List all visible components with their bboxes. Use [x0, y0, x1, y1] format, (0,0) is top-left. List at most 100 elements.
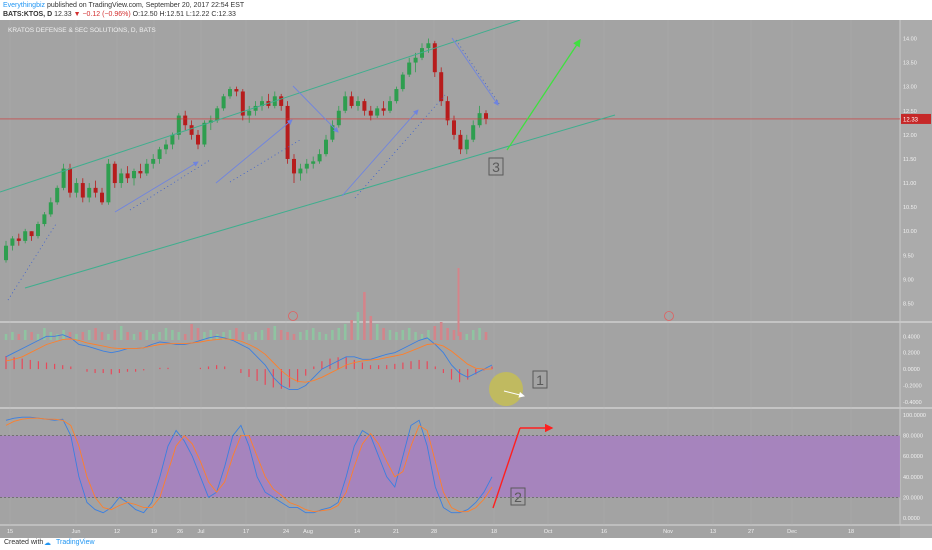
- candle-body: [196, 134, 200, 145]
- volume-bar: [17, 334, 21, 340]
- volume-bar: [407, 328, 411, 340]
- time-tick-label: 21: [393, 529, 399, 535]
- tradingview-link[interactable]: TradingView: [56, 539, 95, 546]
- chart-area[interactable]: 14.00 13.50 13.00 12.50 12.00 11.50 11.00 10.50…: [0, 20, 932, 540]
- label-2-frame: [510, 487, 526, 506]
- volume-bar: [273, 326, 277, 340]
- volume-bar: [254, 332, 257, 340]
- volume-bar: [478, 328, 481, 340]
- time-tick-label: 14: [354, 529, 360, 535]
- candle-body: [215, 108, 220, 121]
- candle-body: [234, 89, 239, 92]
- volume-bar: [183, 334, 187, 340]
- candle-body: [484, 113, 488, 119]
- trend-arrow-blue: [114, 161, 199, 213]
- annotation-2-box[interactable]: 2: [510, 487, 526, 506]
- volume-bars: [4, 268, 488, 340]
- price-tick-label: 12.00: [903, 133, 917, 139]
- candle-body: [426, 43, 431, 49]
- candle-body: [413, 57, 418, 63]
- candle-body: [330, 125, 335, 140]
- volume-bar: [177, 332, 181, 340]
- candle-body: [298, 168, 303, 174]
- volume-bar: [452, 330, 456, 340]
- candle-body: [356, 101, 360, 106]
- volume-bar: [247, 334, 251, 340]
- volume-bar: [299, 332, 302, 340]
- candle-body: [23, 231, 28, 241]
- trend-arrow-blue: [341, 109, 419, 197]
- candle-body: [400, 74, 405, 90]
- candle-body: [311, 161, 316, 164]
- volume-bar: [139, 332, 142, 340]
- price-tick-label: 13.00: [903, 85, 917, 91]
- price-tick-label: 11.50: [903, 157, 916, 163]
- time-tick-label: 16: [601, 529, 607, 535]
- price-tick-label: 12.50: [903, 109, 917, 115]
- macd-tick-label: 0.2000: [903, 351, 920, 357]
- candle-body: [100, 192, 104, 203]
- label-1-text: 1: [536, 372, 544, 388]
- macd-tick-label: 0.0000: [903, 367, 920, 373]
- time-tick-label: 18: [491, 529, 497, 535]
- high-label: H:: [159, 11, 167, 18]
- event-marker: [288, 311, 298, 321]
- volume-bar: [286, 332, 289, 340]
- candle-body: [176, 115, 181, 135]
- trend-arrow-blue: [451, 37, 499, 106]
- tradingview-logo-icon: ☁: [44, 540, 51, 547]
- candle-body: [42, 214, 47, 225]
- header: Everythingbiz published on TradingView.c…: [0, 0, 932, 20]
- time-tick-label: 19: [151, 529, 157, 535]
- author-link[interactable]: Everythingbiz: [3, 2, 46, 9]
- candle-body: [240, 91, 245, 116]
- last-price: 12.33: [54, 11, 72, 18]
- low-label: L:: [186, 11, 192, 18]
- time-tick-label: Dec: [787, 529, 797, 535]
- candle-body: [432, 43, 437, 73]
- candle-body: [253, 105, 258, 111]
- candle-body: [464, 139, 469, 150]
- volume-bar: [81, 332, 85, 340]
- volume-bar: [55, 334, 59, 340]
- volume-bar: [292, 334, 296, 340]
- time-tick-label: Aug: [303, 529, 313, 535]
- time-tick-label: 28: [431, 529, 437, 535]
- price-tick-label: 14.00: [903, 36, 917, 42]
- high-value: 12.51: [166, 11, 185, 18]
- volume-bar: [471, 330, 475, 340]
- candle-body: [228, 89, 232, 97]
- projection-arrow-green: [506, 38, 581, 151]
- candle-body: [170, 134, 175, 145]
- volume-bar: [164, 328, 168, 340]
- candle-body: [29, 231, 34, 237]
- annotation-3-box[interactable]: 3: [488, 157, 504, 176]
- volume-bar: [382, 328, 385, 340]
- event-marker: [664, 311, 674, 321]
- volume-bar: [433, 326, 437, 340]
- candle-body: [317, 154, 322, 162]
- annotation-1-box[interactable]: 1: [532, 370, 548, 389]
- candle-body: [208, 120, 213, 123]
- candle-body: [202, 122, 207, 145]
- price-tick-label: 9.50: [903, 253, 914, 259]
- candles: [4, 38, 488, 263]
- label-1-frame: [532, 370, 548, 389]
- volume-bar: [75, 334, 78, 340]
- candle-body: [471, 125, 476, 140]
- volume-bar: [228, 330, 232, 340]
- label-3-frame: [488, 157, 504, 176]
- candle-body: [157, 149, 162, 159]
- candle-body: [260, 101, 264, 106]
- volume-bar: [311, 328, 315, 340]
- chart-svg[interactable]: 14.00 13.50 13.00 12.50 12.00 11.50 11.00 10.50…: [0, 20, 932, 540]
- stoch-tick-label: 100.0000: [903, 413, 926, 419]
- volume-bar: [132, 334, 136, 340]
- close-value: 12.33: [218, 11, 236, 18]
- dotted-guide: [7, 223, 57, 301]
- candle-body: [362, 101, 367, 111]
- stoch-line: [5, 417, 493, 513]
- volume-bar: [420, 334, 424, 340]
- candle-body: [132, 171, 136, 179]
- price-tick-label: 8.50: [903, 302, 914, 308]
